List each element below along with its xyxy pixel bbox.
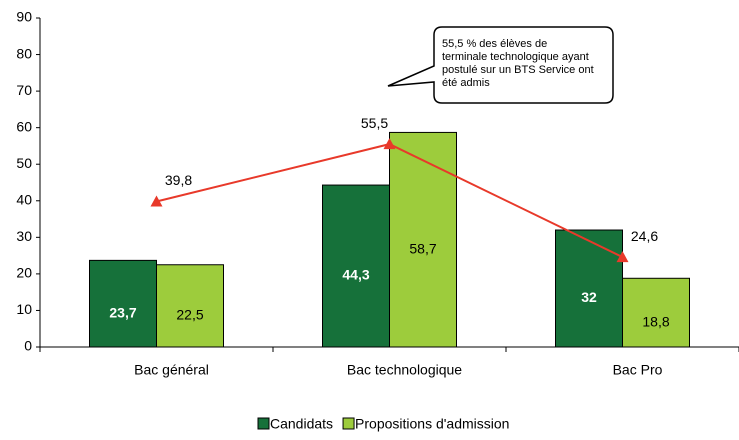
x-tick-label: Bac général: [134, 362, 209, 378]
annotation: été admis: [442, 77, 490, 89]
line-marker: [383, 138, 396, 150]
bar: [555, 229, 623, 348]
data-label: 39,8: [165, 172, 192, 188]
data-label: 32: [581, 289, 597, 305]
y-tick-label: 60: [16, 118, 32, 134]
bar: [622, 277, 690, 348]
bar: [156, 264, 224, 348]
x-tick-label: Bac Pro: [613, 362, 663, 378]
y-tick-label: 10: [16, 301, 32, 317]
legend-swatch: [342, 417, 355, 430]
y-tick-label: 30: [16, 228, 32, 244]
legend-label: Propositions d'admission: [355, 416, 509, 432]
bar: [389, 131, 457, 348]
x-tick-label: Bac technologique: [347, 362, 462, 378]
y-tick-label: 70: [16, 82, 32, 98]
data-label: 55,5: [361, 115, 388, 131]
line-marker: [150, 195, 163, 207]
y-tick-label: 90: [16, 9, 32, 25]
data-label: 18,8: [642, 313, 669, 329]
annotation: 55,5 % des élèves de: [442, 38, 547, 50]
bar: [89, 259, 157, 348]
y-tick-label: 0: [24, 338, 32, 354]
data-label: 44,3: [342, 267, 369, 283]
y-tick-label: 40: [16, 191, 32, 207]
callout-box: [387, 26, 614, 104]
data-label: 58,7: [409, 240, 436, 256]
legend-swatch: [257, 417, 270, 430]
y-tick-label: 20: [16, 265, 32, 281]
data-label: 22,5: [176, 307, 203, 323]
data-label: 23,7: [109, 304, 136, 320]
legend-label: Candidats: [270, 416, 333, 432]
annotation: terminale technologique ayant: [442, 51, 589, 63]
annotation: postulé sur un BTS Service ont: [442, 64, 594, 76]
y-tick-label: 80: [16, 45, 32, 61]
bar: [322, 184, 390, 348]
y-tick-label: 50: [16, 155, 32, 171]
data-label: 24,6: [631, 228, 658, 244]
line-marker: [616, 251, 629, 263]
